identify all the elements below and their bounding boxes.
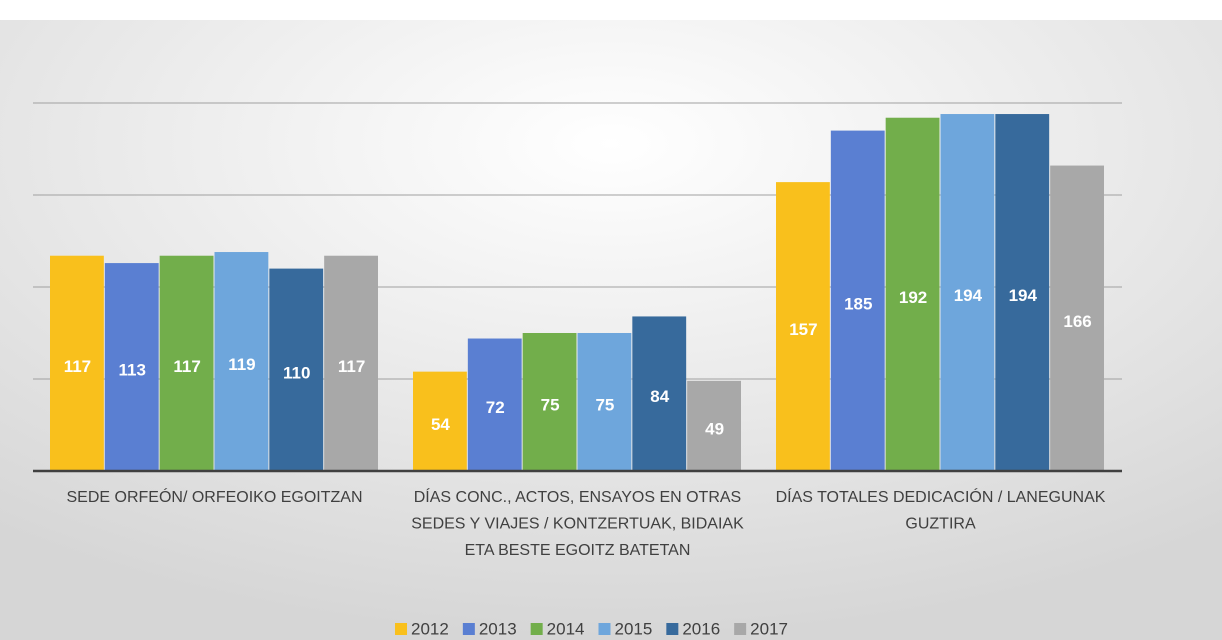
x-tick-label: SEDE ORFEÓN/ ORFEOIKO EGOITZAN xyxy=(66,487,362,506)
legend-swatch xyxy=(598,623,611,635)
value-label: 157 xyxy=(789,320,817,339)
value-label: 49 xyxy=(705,419,724,438)
bar xyxy=(940,114,995,471)
value-label: 117 xyxy=(64,357,91,376)
legend-label: 2014 xyxy=(547,619,585,638)
value-label: 113 xyxy=(119,361,146,380)
x-tick-label: DÍAS CONC., ACTOS, ENSAYOS EN OTRAS SEDES… xyxy=(411,487,744,559)
bar xyxy=(687,380,741,471)
value-label: 75 xyxy=(541,395,560,414)
value-label: 110 xyxy=(283,363,310,382)
bar xyxy=(632,316,687,471)
bar xyxy=(467,338,522,471)
legend-label: 2017 xyxy=(750,619,788,638)
bar xyxy=(159,255,214,471)
bar xyxy=(995,114,1050,471)
value-label: 194 xyxy=(954,286,983,305)
bar xyxy=(214,252,269,471)
value-label: 166 xyxy=(1063,312,1091,331)
value-label: 117 xyxy=(173,357,200,376)
value-label: 84 xyxy=(650,387,669,406)
bar xyxy=(50,255,104,471)
value-label: 194 xyxy=(1009,286,1038,305)
x-tick-label: DÍAS TOTALES DEDICACIÓN / LANEGUNAK GUZTI… xyxy=(776,487,1106,533)
legend-label: 2016 xyxy=(682,619,720,638)
bar xyxy=(577,333,632,471)
value-label: 192 xyxy=(899,288,927,307)
legend-swatch xyxy=(462,623,475,635)
legend-label: 2015 xyxy=(615,619,653,638)
bar xyxy=(830,130,885,471)
bar xyxy=(269,268,324,471)
bar xyxy=(413,371,467,471)
legend-label: 2013 xyxy=(479,619,517,638)
legend-label: 2012 xyxy=(411,619,449,638)
value-label: 117 xyxy=(338,357,365,376)
legend-swatch xyxy=(666,623,679,635)
bar xyxy=(324,255,378,471)
value-label: 185 xyxy=(844,294,872,313)
value-label: 72 xyxy=(486,398,505,417)
bar xyxy=(776,182,830,471)
value-label: 54 xyxy=(431,415,450,434)
legend-swatch xyxy=(530,623,543,635)
legend-swatch xyxy=(395,623,408,635)
value-label: 75 xyxy=(595,395,614,414)
bar xyxy=(104,263,159,471)
value-label: 119 xyxy=(228,355,255,374)
bar xyxy=(1050,165,1104,471)
legend-swatch xyxy=(734,623,747,635)
bar xyxy=(885,117,940,471)
bar xyxy=(522,333,577,471)
